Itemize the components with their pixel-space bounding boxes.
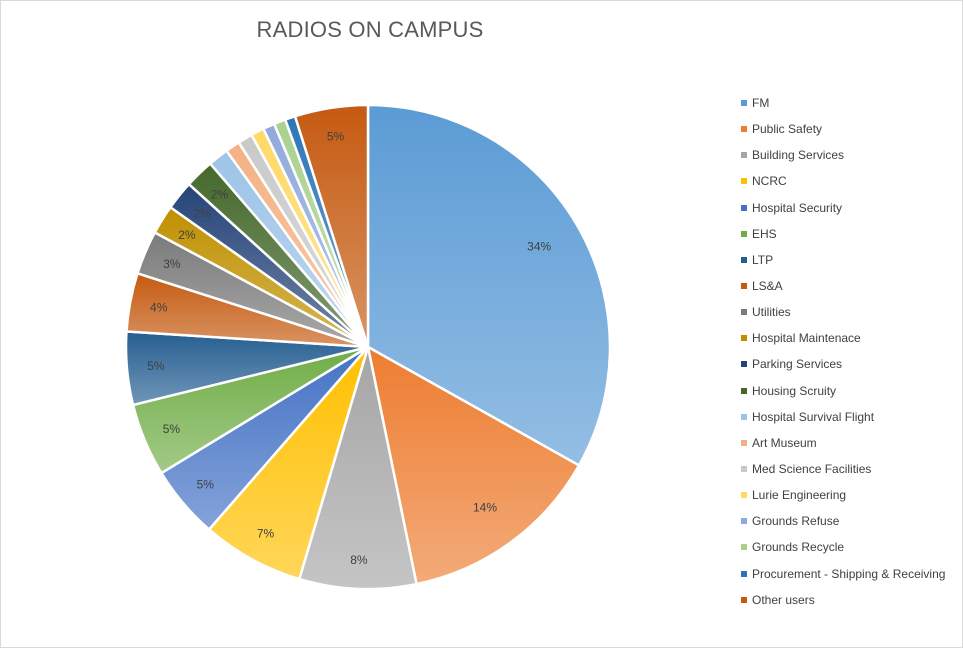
data-label-ncrc: 7% (257, 527, 275, 541)
legend-item-ls-a: LS&A (741, 273, 945, 299)
legend-swatch (741, 126, 747, 133)
legend-item-lurie-engineering: Lurie Engineering (741, 482, 945, 508)
data-label-parking-services: 2% (193, 207, 211, 221)
legend-swatch (741, 361, 747, 368)
pie-slice-public-safety (366, 345, 581, 586)
legend-label: Grounds Refuse (752, 514, 840, 529)
data-label-fm: 34% (527, 240, 551, 254)
legend-label: Procurement - Shipping & Receiving (752, 566, 946, 581)
legend-label: Lurie Engineering (752, 488, 847, 503)
legend-item-grounds-refuse: Grounds Refuse (741, 508, 945, 534)
legend-label: Utilities (752, 305, 791, 320)
chart-title: RADIOS ON CAMPUS (256, 17, 484, 42)
legend-label: Grounds Recycle (752, 540, 845, 555)
legend-swatch (741, 256, 747, 263)
legend-label: Art Museum (752, 435, 817, 450)
pie-slice-building-services (298, 345, 418, 591)
legend-item-med-science-facilities: Med Science Facilities (741, 456, 945, 482)
legend-label: Hospital Survival Flight (752, 409, 875, 424)
legend-swatch (741, 335, 747, 342)
pie-slice-ncrc (207, 345, 370, 581)
legend-label: FM (752, 96, 770, 111)
legend-item-public-safety: Public Safety (741, 116, 945, 142)
legend-label: LTP (752, 252, 774, 267)
data-label-ls-a: 4% (150, 301, 168, 315)
legend-swatch (741, 178, 747, 185)
legend-item-ncrc: NCRC (741, 168, 945, 194)
legend-item-ltp: LTP (741, 247, 945, 273)
chart-legend: FM Public Safety Building Services NCRC Hosp… (741, 90, 945, 613)
legend-label: Other users (752, 592, 815, 607)
pie-slice-other-users (293, 103, 370, 349)
legend-swatch (741, 466, 747, 473)
legend-label: Med Science Facilities (752, 462, 872, 477)
legend-label: Hospital Maintenace (752, 331, 861, 346)
legend-item-utilities: Utilities (741, 299, 945, 325)
legend-item-other-users: Other users (741, 587, 945, 613)
data-label-ltp: 5% (147, 359, 165, 373)
legend-item-housing-scruity: Housing Scruity (741, 378, 945, 404)
legend-label: Housing Scruity (752, 383, 837, 398)
data-label-ehs: 5% (163, 422, 181, 436)
legend-item-hospital-maintenace: Hospital Maintenace (741, 325, 945, 351)
data-label-other-users: 5% (327, 130, 345, 144)
legend-label: LS&A (752, 279, 783, 294)
legend-swatch (741, 596, 747, 603)
legend-swatch (741, 492, 747, 499)
legend-swatch (741, 439, 747, 446)
legend-label: Hospital Security (752, 200, 843, 215)
legend-item-procurement-shipping-receiving: Procurement - Shipping & Receiving (741, 561, 945, 587)
legend-swatch (741, 283, 747, 290)
legend-label: EHS (752, 226, 777, 241)
legend-swatch (741, 413, 747, 420)
legend-swatch (741, 570, 747, 577)
data-label-hospital-security: 5% (197, 477, 215, 491)
data-label-public-safety: 14% (473, 500, 497, 514)
legend-swatch (741, 152, 747, 159)
legend-item-ehs: EHS (741, 221, 945, 247)
data-label-hospital-maintenace: 2% (178, 228, 196, 242)
legend-item-art-museum: Art Museum (741, 430, 945, 456)
legend-item-grounds-recycle: Grounds Recycle (741, 534, 945, 560)
data-label-building-services: 8% (350, 553, 368, 567)
legend-swatch (741, 230, 747, 237)
legend-swatch (741, 387, 747, 394)
legend-item-hospital-security: Hospital Security (741, 195, 945, 221)
legend-label: Building Services (752, 148, 845, 163)
legend-item-fm: FM (741, 90, 945, 116)
pie-slice-fm (366, 103, 612, 467)
legend-item-hospital-survival-flight: Hospital Survival Flight (741, 404, 945, 430)
legend-swatch (741, 518, 747, 525)
legend-swatch (741, 544, 747, 551)
legend-swatch (741, 204, 747, 211)
legend-label: Public Safety (752, 122, 823, 137)
legend-label: NCRC (752, 174, 787, 189)
legend-swatch (741, 100, 747, 107)
data-label-housing-scruity: 2% (211, 187, 229, 201)
legend-swatch (741, 309, 747, 316)
legend-label: Parking Services (752, 357, 843, 372)
data-label-utilities: 3% (163, 257, 181, 271)
legend-item-parking-services: Parking Services (741, 351, 945, 377)
legend-item-building-services: Building Services (741, 142, 945, 168)
